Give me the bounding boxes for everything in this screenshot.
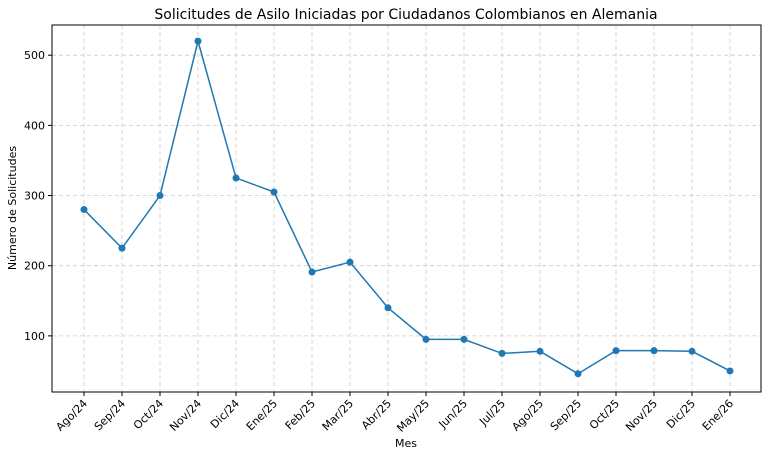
x-tick-label: Nov/24: [167, 397, 204, 434]
data-point: [232, 174, 240, 182]
y-tick-label: 500: [24, 49, 45, 62]
x-axis: Ago/24 Sep/24 Oct/24 Nov/24 Dic/24 Ene/25 Feb/…: [53, 392, 736, 435]
data-point: [118, 244, 126, 252]
x-tick-label: Dic/24: [208, 397, 242, 431]
x-tick-label: Oct/24: [131, 397, 166, 432]
data-point: [612, 347, 620, 355]
grid-lines: [52, 25, 761, 392]
x-tick-label: Ene/25: [244, 397, 280, 433]
data-point: [80, 206, 88, 214]
x-tick-label: Jul/25: [476, 397, 508, 429]
y-tick-label: 100: [24, 330, 45, 343]
series-group: [80, 37, 734, 378]
x-tick-label: Mar/25: [320, 397, 356, 433]
y-tick-label: 400: [24, 119, 45, 132]
data-point: [156, 192, 164, 200]
data-point: [422, 335, 430, 343]
x-tick-label: Jun/25: [436, 397, 471, 432]
y-axis-label: Número de Solicitudes: [6, 146, 19, 270]
data-point: [460, 335, 468, 343]
x-axis-label: Mes: [395, 437, 417, 450]
y-axis: 100 200 300 400 500: [24, 49, 52, 343]
y-tick-label: 200: [24, 260, 45, 273]
data-point: [574, 370, 582, 378]
data-point: [536, 347, 544, 355]
x-tick-label: May/25: [394, 397, 432, 435]
plot-area: [51, 24, 762, 393]
x-tick-label: Abr/25: [359, 397, 394, 432]
data-point: [346, 258, 354, 266]
y-tick-label: 300: [24, 190, 45, 203]
chart-title: Solicitudes de Asilo Iniciadas por Ciuda…: [154, 7, 657, 23]
data-point: [650, 347, 658, 355]
x-tick-label: Oct/25: [587, 397, 622, 432]
x-tick-label: Sep/25: [548, 397, 584, 433]
data-point: [384, 304, 392, 312]
x-tick-label: Nov/25: [623, 397, 660, 434]
data-point: [726, 367, 734, 375]
x-tick-label: Dic/25: [664, 397, 698, 431]
x-tick-label: Ago/24: [53, 397, 90, 434]
data-point: [688, 347, 696, 355]
data-point: [270, 188, 278, 196]
x-tick-label: Sep/24: [92, 397, 128, 433]
data-point: [308, 268, 316, 276]
x-tick-label: Ago/25: [509, 397, 546, 434]
data-point: [498, 349, 506, 357]
series-line: [83, 38, 731, 375]
x-tick-label: Ene/26: [700, 397, 736, 433]
data-point: [194, 37, 202, 45]
x-tick-label: Feb/25: [283, 397, 318, 432]
